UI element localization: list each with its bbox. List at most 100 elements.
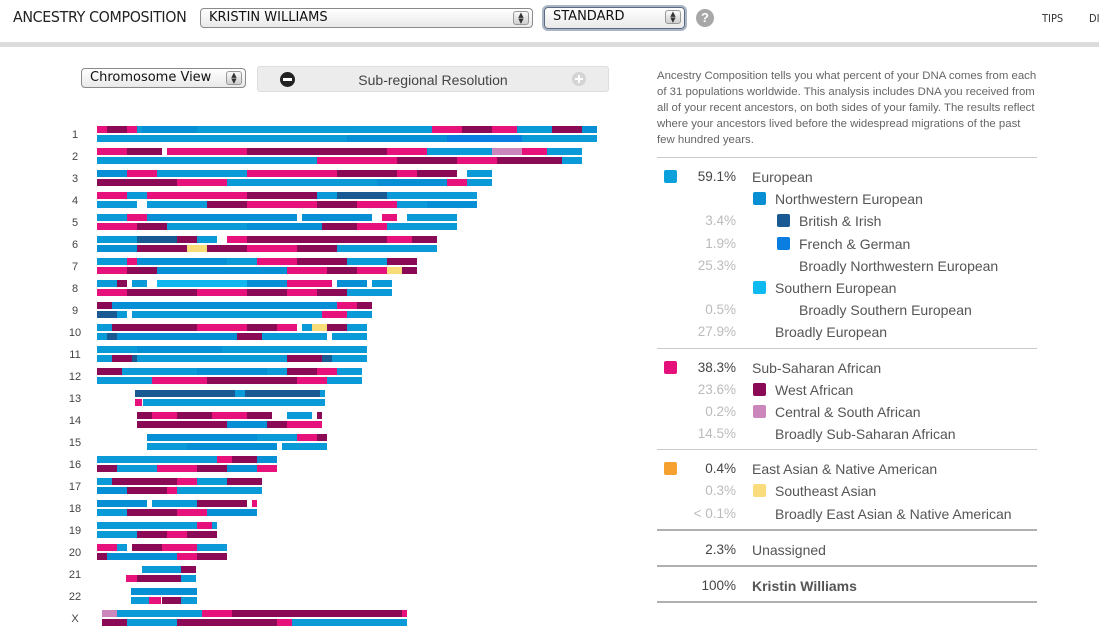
ancestry-segment[interactable] <box>97 223 137 230</box>
ancestry-segment[interactable] <box>97 311 117 318</box>
legend-row[interactable]: 0.2% Central & South African <box>657 401 1037 423</box>
ancestry-segment[interactable] <box>167 531 187 538</box>
ancestry-segment[interactable] <box>522 135 597 142</box>
ancestry-segment[interactable] <box>137 126 142 133</box>
ancestry-segment[interactable] <box>357 302 372 309</box>
ancestry-segment[interactable] <box>97 324 112 331</box>
legend-row[interactable]: 0.3% Southeast Asian <box>657 480 1037 502</box>
ancestry-segment[interactable] <box>382 214 397 221</box>
ancestry-segment[interactable] <box>247 236 387 243</box>
ancestry-segment[interactable] <box>97 236 137 243</box>
ancestry-segment[interactable] <box>127 126 137 133</box>
legend-row[interactable]: 3.4% British & Irish <box>657 210 1037 232</box>
ancestry-segment[interactable] <box>157 267 287 274</box>
ancestry-segment[interactable] <box>227 478 262 485</box>
ancestry-segment[interactable] <box>522 148 547 155</box>
ancestry-segment[interactable] <box>337 245 397 252</box>
ancestry-segment[interactable] <box>257 434 297 441</box>
ancestry-segment[interactable] <box>427 148 492 155</box>
ancestry-segment[interactable] <box>387 223 457 230</box>
ancestry-segment[interactable] <box>347 324 367 331</box>
ancestry-segment[interactable] <box>245 390 320 397</box>
ancestry-segment[interactable] <box>137 223 167 230</box>
chromosome-15[interactable]: 15 <box>60 434 620 452</box>
chromosome-X[interactable]: X <box>60 610 620 628</box>
ancestry-segment[interactable] <box>407 214 457 221</box>
legend-row[interactable]: 0.4% East Asian & Native American <box>657 458 1037 480</box>
ancestry-segment[interactable] <box>317 412 322 419</box>
ancestry-segment[interactable] <box>457 157 497 164</box>
ancestry-segment[interactable] <box>147 443 187 450</box>
ancestry-segment[interactable] <box>97 531 137 538</box>
ancestry-segment[interactable] <box>297 258 347 265</box>
ancestry-segment[interactable] <box>322 311 347 318</box>
ancestry-segment[interactable] <box>97 522 197 529</box>
ancestry-segment[interactable] <box>402 610 407 617</box>
ancestry-segment[interactable] <box>427 201 477 208</box>
ancestry-segment[interactable] <box>126 575 137 582</box>
ancestry-segment[interactable] <box>162 597 181 604</box>
zoom-in-button[interactable] <box>572 72 586 86</box>
ancestry-segment[interactable] <box>147 192 247 199</box>
legend-row[interactable]: 23.6% West African <box>657 379 1037 401</box>
ancestry-segment[interactable] <box>247 280 287 287</box>
ancestry-segment[interactable] <box>417 170 457 177</box>
ancestry-segment[interactable] <box>257 258 297 265</box>
ancestry-segment[interactable] <box>112 324 197 331</box>
ancestry-segment[interactable] <box>142 126 197 133</box>
ancestry-segment[interactable] <box>347 311 372 318</box>
legend-row[interactable]: 38.3% Sub-Saharan African <box>657 357 1037 379</box>
ancestry-segment[interactable] <box>137 412 152 419</box>
chromosome-22[interactable]: 22 <box>60 588 620 606</box>
ancestry-segment[interactable] <box>97 192 127 199</box>
ancestry-segment[interactable] <box>197 553 227 560</box>
ancestry-segment[interactable] <box>197 465 227 472</box>
ancestry-segment[interactable] <box>387 148 427 155</box>
ancestry-segment[interactable] <box>317 289 347 296</box>
ancestry-segment[interactable] <box>317 201 357 208</box>
ancestry-segment[interactable] <box>149 597 161 604</box>
ancestry-segment[interactable] <box>317 280 332 287</box>
ancestry-segment[interactable] <box>247 148 387 155</box>
ancestry-segment[interactable] <box>117 465 157 472</box>
ancestry-segment[interactable] <box>127 289 197 296</box>
ancestry-segment[interactable] <box>337 302 357 309</box>
ancestry-segment[interactable] <box>447 179 467 186</box>
ancestry-segment[interactable] <box>157 280 247 287</box>
ancestry-segment[interactable] <box>97 280 117 287</box>
ancestry-segment[interactable] <box>207 377 247 384</box>
legend-row[interactable]: 27.9% Broadly European <box>657 321 1037 343</box>
legend-row[interactable]: Northwestern European <box>657 188 1037 210</box>
ancestry-segment[interactable] <box>227 421 267 428</box>
ancestry-segment[interactable] <box>247 324 277 331</box>
ancestry-segment[interactable] <box>247 201 317 208</box>
legend-row[interactable]: 59.1% European <box>657 166 1037 188</box>
ancestry-segment[interactable] <box>247 192 317 199</box>
ancestry-segment[interactable] <box>235 390 245 397</box>
chromosome-view-select[interactable]: Chromosome View ▲ ▼ <box>81 68 246 88</box>
ancestry-segment[interactable] <box>112 302 337 309</box>
ancestry-segment[interactable] <box>237 333 262 340</box>
ancestry-segment[interactable] <box>197 500 247 507</box>
ancestry-segment[interactable] <box>162 544 197 551</box>
person-select[interactable]: KRISTIN WILLIAMS ▲ ▼ <box>200 8 533 28</box>
ancestry-segment[interactable] <box>97 214 127 221</box>
ancestry-segment[interactable] <box>492 126 517 133</box>
ancestry-segment[interactable] <box>287 289 317 296</box>
chromosome-1[interactable]: 1 <box>60 126 620 144</box>
ancestry-segment[interactable] <box>132 544 162 551</box>
legend-row[interactable]: 100% Kristin Williams <box>657 575 1037 597</box>
ancestry-segment[interactable] <box>467 170 492 177</box>
ancestry-segment[interactable] <box>322 223 357 230</box>
ancestry-segment[interactable] <box>137 478 177 485</box>
chromosome-18[interactable]: 18 <box>60 500 620 518</box>
ancestry-segment[interactable] <box>227 465 257 472</box>
ancestry-segment[interactable] <box>102 619 127 626</box>
ancestry-segment[interactable] <box>357 267 387 274</box>
ancestry-segment[interactable] <box>227 179 377 186</box>
legend-row[interactable]: 2.3% Unassigned <box>657 539 1037 561</box>
ancestry-segment[interactable] <box>207 509 257 516</box>
zoom-out-button[interactable] <box>280 72 295 87</box>
ancestry-segment[interactable] <box>322 355 332 362</box>
ancestry-segment[interactable] <box>337 280 367 287</box>
